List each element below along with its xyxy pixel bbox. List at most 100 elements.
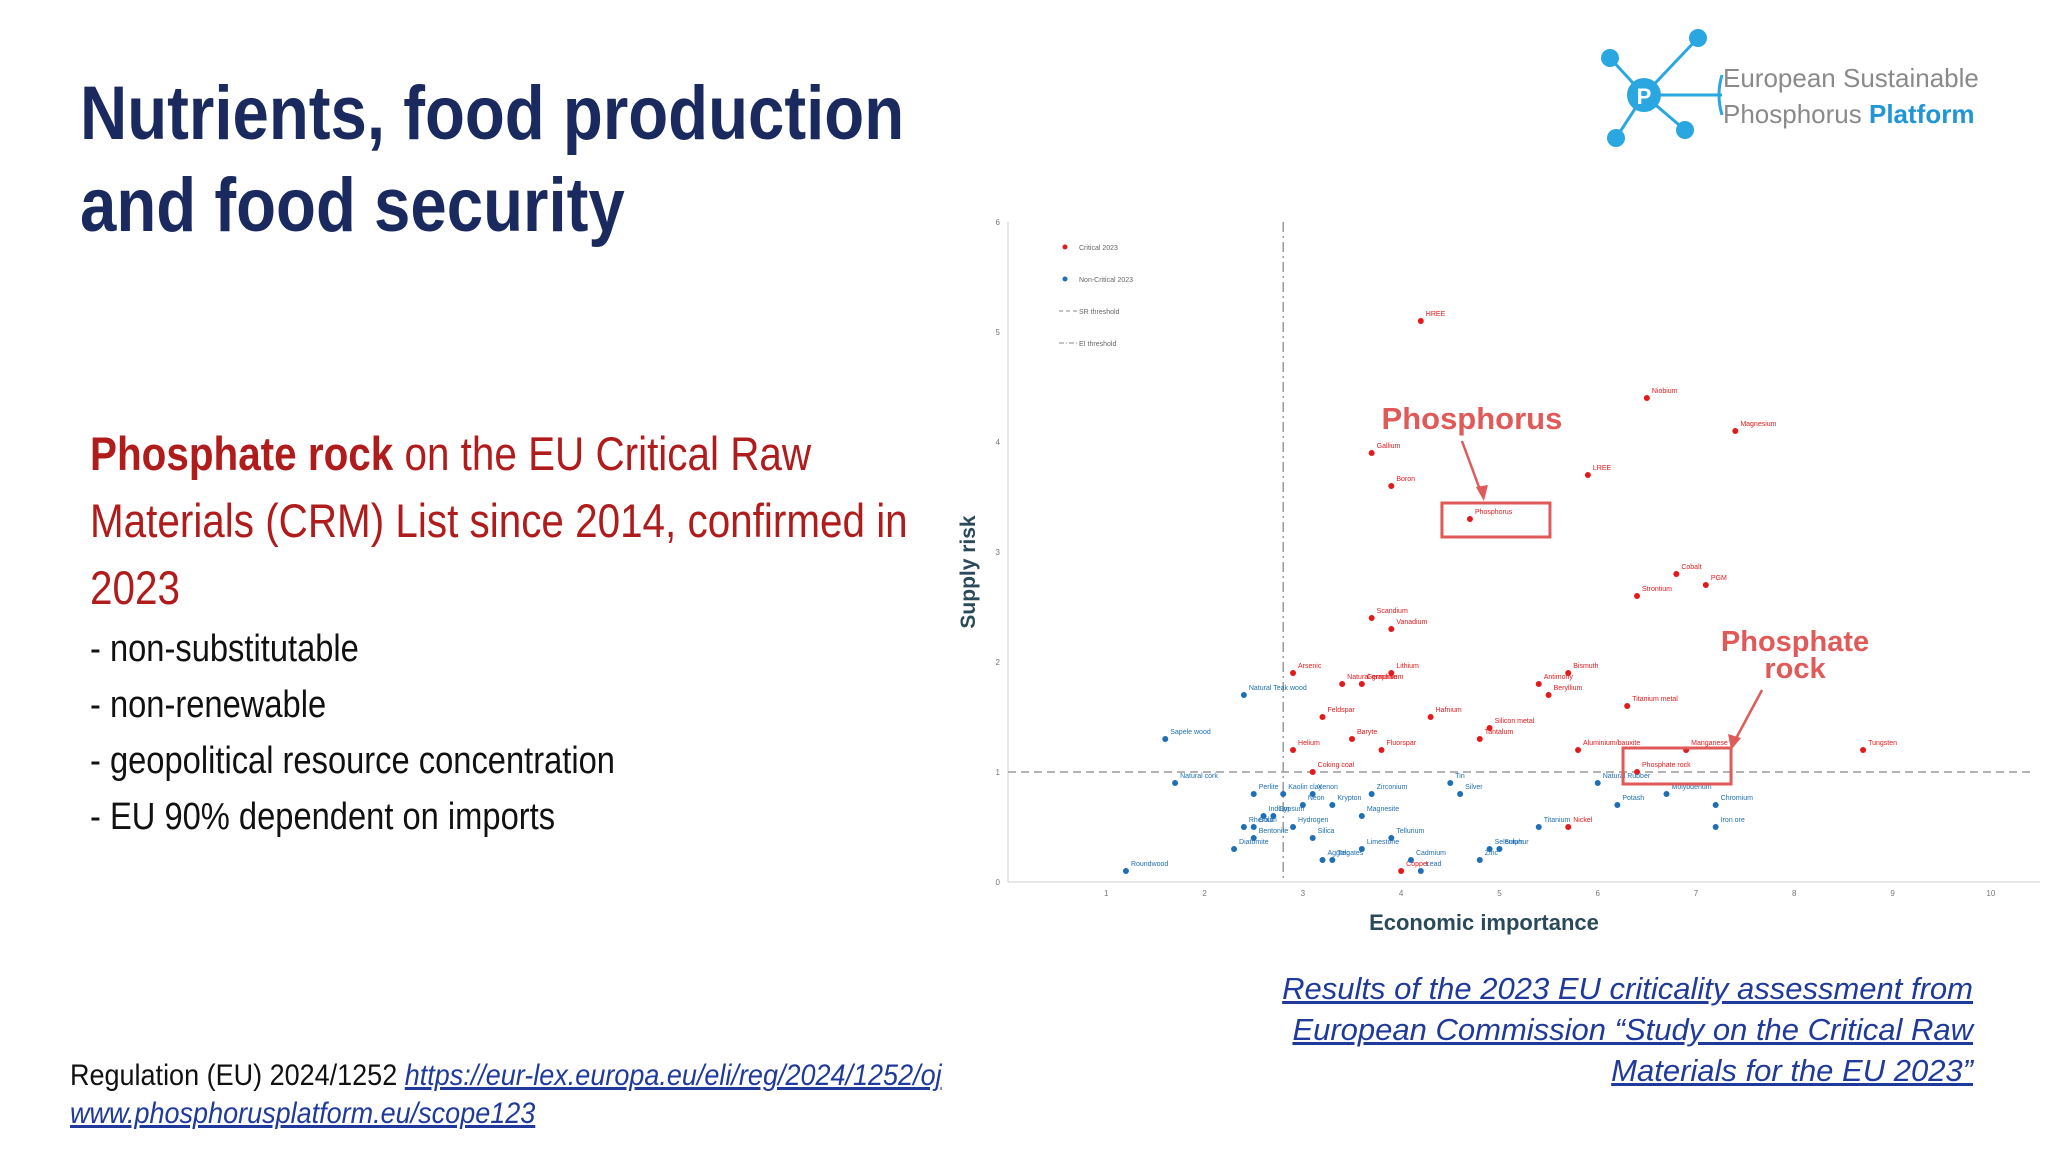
data-point [1634,593,1641,599]
svg-text:P: P [1637,84,1652,109]
data-point [1860,747,1867,753]
data-point-label: Tungsten [1868,740,1897,747]
data-point [1417,318,1424,324]
data-point [1368,450,1375,456]
data-point-label: Krypton [1337,795,1361,802]
data-point-label: Sulphur [1504,839,1529,846]
data-point-label: Boron [1396,476,1415,483]
logo-text: European Sustainable Phosphorus Platform [1723,60,1979,132]
data-point-label: Arsenic [1298,663,1322,670]
data-point [1663,791,1670,797]
x-axis-title: Economic importance [1369,910,1599,935]
y-tick-label: 2 [996,658,1001,667]
data-point [1290,670,1297,676]
data-point-label: Zinc [1485,850,1499,857]
data-point-label: Cobalt [1681,564,1701,571]
y-tick-label: 5 [996,328,1001,337]
bullet-item: - EU 90% dependent on imports [90,796,556,838]
data-point [1427,714,1434,720]
data-point [1712,802,1719,808]
data-point [1358,681,1365,687]
data-point [1231,846,1238,852]
data-point [1388,626,1395,632]
y-axis-title: Supply risk [957,515,980,629]
data-point [1447,780,1454,786]
x-tick-label: 10 [1986,889,1995,898]
espp-scope-link[interactable]: www.phosphorusplatform.eu/scope123 [70,1097,536,1130]
data-point [1309,835,1316,841]
y-tick-label: 4 [996,438,1001,447]
phosphorus-arrow [1460,440,1484,496]
data-point-label: Coking coal [1318,762,1355,769]
data-point-label: Lead [1426,861,1442,868]
bullet-list: - non-substitutable - non-renewable - ge… [90,621,950,845]
data-point [1319,714,1326,720]
data-point-label: PGM [1711,575,1727,582]
caption-line-2[interactable]: European Commission “Study on the Critic… [1292,1012,1973,1047]
x-tick-label: 7 [1694,889,1699,898]
caption-line-3[interactable]: Materials for the EU 2023” [1611,1053,1973,1088]
bullet-item: - non-substitutable [90,628,359,670]
data-point-label: Antimony [1544,674,1574,681]
data-point-label: LREE [1593,465,1612,472]
data-point-label: Chromium [1721,795,1753,802]
data-point [1368,615,1375,621]
data-point [1712,824,1719,830]
legend-label: Non-Critical 2023 [1079,277,1133,284]
logo-line-2: Phosphorus Platform [1723,99,1975,129]
x-tick-label: 6 [1595,889,1600,898]
data-point-label: Beryllium [1554,685,1583,692]
data-point-label: Phosphorus [1475,509,1513,516]
data-point [1545,692,1552,698]
phosphate-rock-annotation-label: rock [1764,653,1826,685]
caption-line-1[interactable]: Results of the 2023 EU criticality asses… [1282,971,1973,1006]
body-text: Phosphate rock on the EU Critical Raw Ma… [90,420,950,845]
data-point [1319,857,1326,863]
legend-noncritical-marker [1062,276,1068,282]
data-point [1535,681,1542,687]
bullet-item: - non-renewable [90,684,327,726]
data-point [1290,824,1297,830]
data-point-label: Natural cork [1180,773,1218,780]
data-point-label: Neon [1308,795,1325,802]
data-point-label: Lithium [1396,663,1419,670]
data-point-label: Hafnium [1436,707,1462,714]
legend-label: SR threshold [1079,309,1120,316]
data-point [1624,703,1631,709]
data-point [1329,802,1336,808]
molecule-logo-icon: P [1601,29,1724,147]
data-point-label: Iron ore [1721,817,1745,824]
data-point-label: Natural graphite [1347,674,1397,681]
chart-caption-link[interactable]: Results of the 2023 EU criticality asses… [1253,968,1973,1091]
data-point [1358,846,1365,852]
data-point-label: Selenium [1495,839,1524,846]
data-point-label: Cadmium [1416,850,1446,857]
phosphate-rock-highlight-box [1621,746,1733,786]
data-point [1398,868,1405,874]
data-point [1565,670,1572,676]
data-point [1388,835,1395,841]
data-point [1280,791,1287,797]
data-point [1339,681,1346,687]
data-point [1309,769,1316,775]
data-point [1388,670,1395,676]
x-tick-label: 5 [1497,889,1502,898]
x-tick-label: 2 [1202,889,1207,898]
data-point-label: Talc [1337,850,1350,857]
data-point [1290,747,1297,753]
data-point-label: Bismuth [1573,663,1598,670]
data-point-label: Copper [1406,861,1430,868]
data-point-label: Scandium [1377,608,1408,615]
data-point [1643,395,1650,401]
data-point [1732,428,1739,434]
data-point [1270,813,1277,819]
data-point [1240,824,1247,830]
x-tick-label: 3 [1301,889,1306,898]
eurlex-link[interactable]: https://eur-lex.europa.eu/eli/reg/2024/1… [404,1059,942,1092]
data-point-label: Kaolin clay [1288,784,1322,791]
data-point-label: Roundwood [1131,861,1168,868]
x-tick-label: 8 [1792,889,1797,898]
y-tick-label: 3 [996,548,1001,557]
phosphate-rock-arrow-head [1728,734,1742,750]
data-point-label: Aggregates [1328,850,1364,857]
